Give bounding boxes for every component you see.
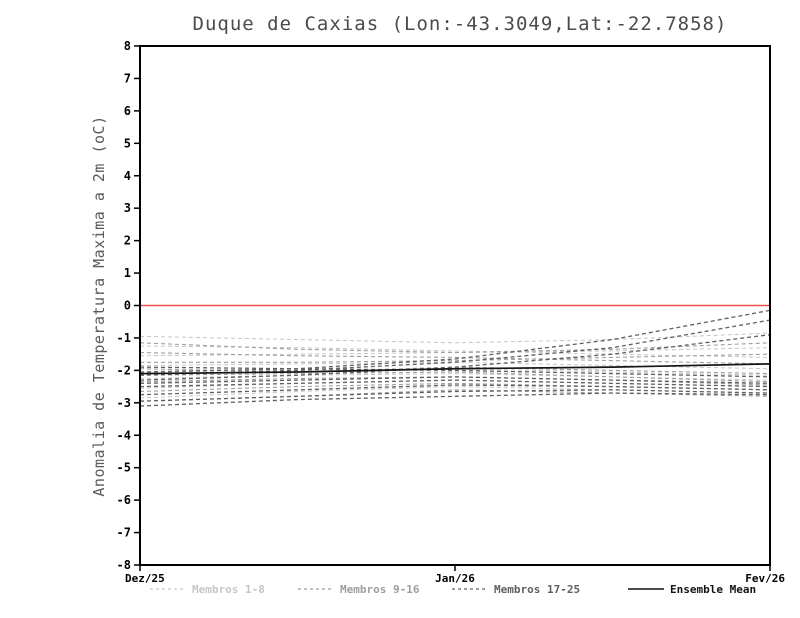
legend-label: Membros 17-25 bbox=[494, 583, 580, 596]
member-line bbox=[139, 366, 771, 378]
member-line bbox=[139, 379, 771, 388]
ensemble-mean-line bbox=[139, 363, 771, 375]
legend-item: Membros 1-8 bbox=[150, 583, 265, 596]
legend: Membros 1-8 Membros 9-16 Membros 17-25 Ense… bbox=[150, 583, 756, 596]
y-tick-label: 1 bbox=[124, 266, 131, 280]
chart-title: Duque de Caxias (Lon:-43.3049,Lat:-22.78… bbox=[193, 13, 728, 35]
y-tick-label: 0 bbox=[124, 299, 131, 313]
y-tick-label: -7 bbox=[117, 526, 131, 540]
y-tick-label: -1 bbox=[117, 331, 131, 345]
y-tick-label: 3 bbox=[124, 201, 131, 215]
y-axis-label: Anomalia de Temperatura Maxima a 2m (oC) bbox=[90, 115, 108, 496]
y-tick-label: -8 bbox=[117, 558, 131, 572]
x-tick-label: Jan/26 bbox=[435, 572, 475, 585]
legend-item: Membros 9-16 bbox=[298, 583, 420, 596]
member-line bbox=[139, 384, 771, 396]
y-tick-label: -2 bbox=[117, 363, 131, 377]
member-line bbox=[139, 332, 771, 344]
legend-label: Membros 1-8 bbox=[192, 583, 265, 596]
y-tick-label: 6 bbox=[124, 104, 131, 118]
y-tick-label: 5 bbox=[124, 136, 131, 150]
plot-area: -8 -7 -6 -5 -4 -3 -2 -1 0 1 2 3 4 5 6 7 8 Dez/25 Jan/26 Fev… bbox=[117, 39, 786, 585]
y-tick-label: -3 bbox=[117, 396, 131, 410]
y-tick-label: 7 bbox=[124, 71, 131, 85]
x-tick-label: Fev/26 bbox=[745, 572, 785, 585]
legend-label: Membros 9-16 bbox=[340, 583, 420, 596]
member-line bbox=[139, 392, 771, 407]
y-tick-label: 8 bbox=[124, 39, 131, 53]
y-tick-label: -4 bbox=[117, 428, 131, 442]
y-tick-label: -5 bbox=[117, 461, 131, 475]
member-line bbox=[139, 371, 771, 383]
legend-label: Ensemble Mean bbox=[670, 583, 756, 596]
y-tick-label: 2 bbox=[124, 234, 131, 248]
member-line bbox=[139, 351, 771, 365]
member-line bbox=[139, 376, 771, 384]
member-line bbox=[139, 334, 771, 381]
x-tick-label: Dez/25 bbox=[125, 572, 165, 585]
legend-item: Ensemble Mean bbox=[628, 583, 756, 596]
legend-item: Membros 17-25 bbox=[452, 583, 580, 596]
y-tick-label: 4 bbox=[124, 169, 131, 183]
member-line bbox=[140, 353, 771, 363]
y-tick-label: -6 bbox=[117, 493, 131, 507]
member-line bbox=[139, 309, 771, 373]
member-line bbox=[139, 389, 771, 402]
